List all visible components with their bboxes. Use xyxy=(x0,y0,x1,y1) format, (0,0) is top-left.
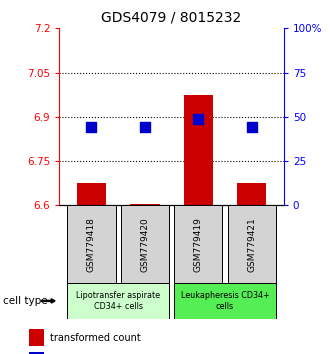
Bar xyxy=(228,205,276,283)
Point xyxy=(249,125,254,130)
Bar xyxy=(29,329,44,346)
Title: GDS4079 / 8015232: GDS4079 / 8015232 xyxy=(102,10,242,24)
Point xyxy=(142,125,148,130)
Text: Leukapheresis CD34+
cells: Leukapheresis CD34+ cells xyxy=(181,291,269,310)
Bar xyxy=(67,283,169,319)
Text: Lipotransfer aspirate
CD34+ cells: Lipotransfer aspirate CD34+ cells xyxy=(76,291,160,310)
Text: GSM779421: GSM779421 xyxy=(247,217,256,272)
Text: GSM779418: GSM779418 xyxy=(87,217,96,272)
Text: GSM779419: GSM779419 xyxy=(194,217,203,272)
Bar xyxy=(174,283,276,319)
Bar xyxy=(174,205,222,283)
Bar xyxy=(29,352,44,354)
Text: GSM779420: GSM779420 xyxy=(140,217,149,272)
Text: cell type: cell type xyxy=(3,296,48,306)
Bar xyxy=(77,183,106,205)
Bar xyxy=(67,205,116,283)
Bar xyxy=(121,205,169,283)
Bar xyxy=(237,183,266,205)
Text: transformed count: transformed count xyxy=(50,333,140,343)
Bar xyxy=(183,95,213,205)
Point xyxy=(196,116,201,121)
Point xyxy=(89,125,94,130)
Bar xyxy=(130,204,160,205)
